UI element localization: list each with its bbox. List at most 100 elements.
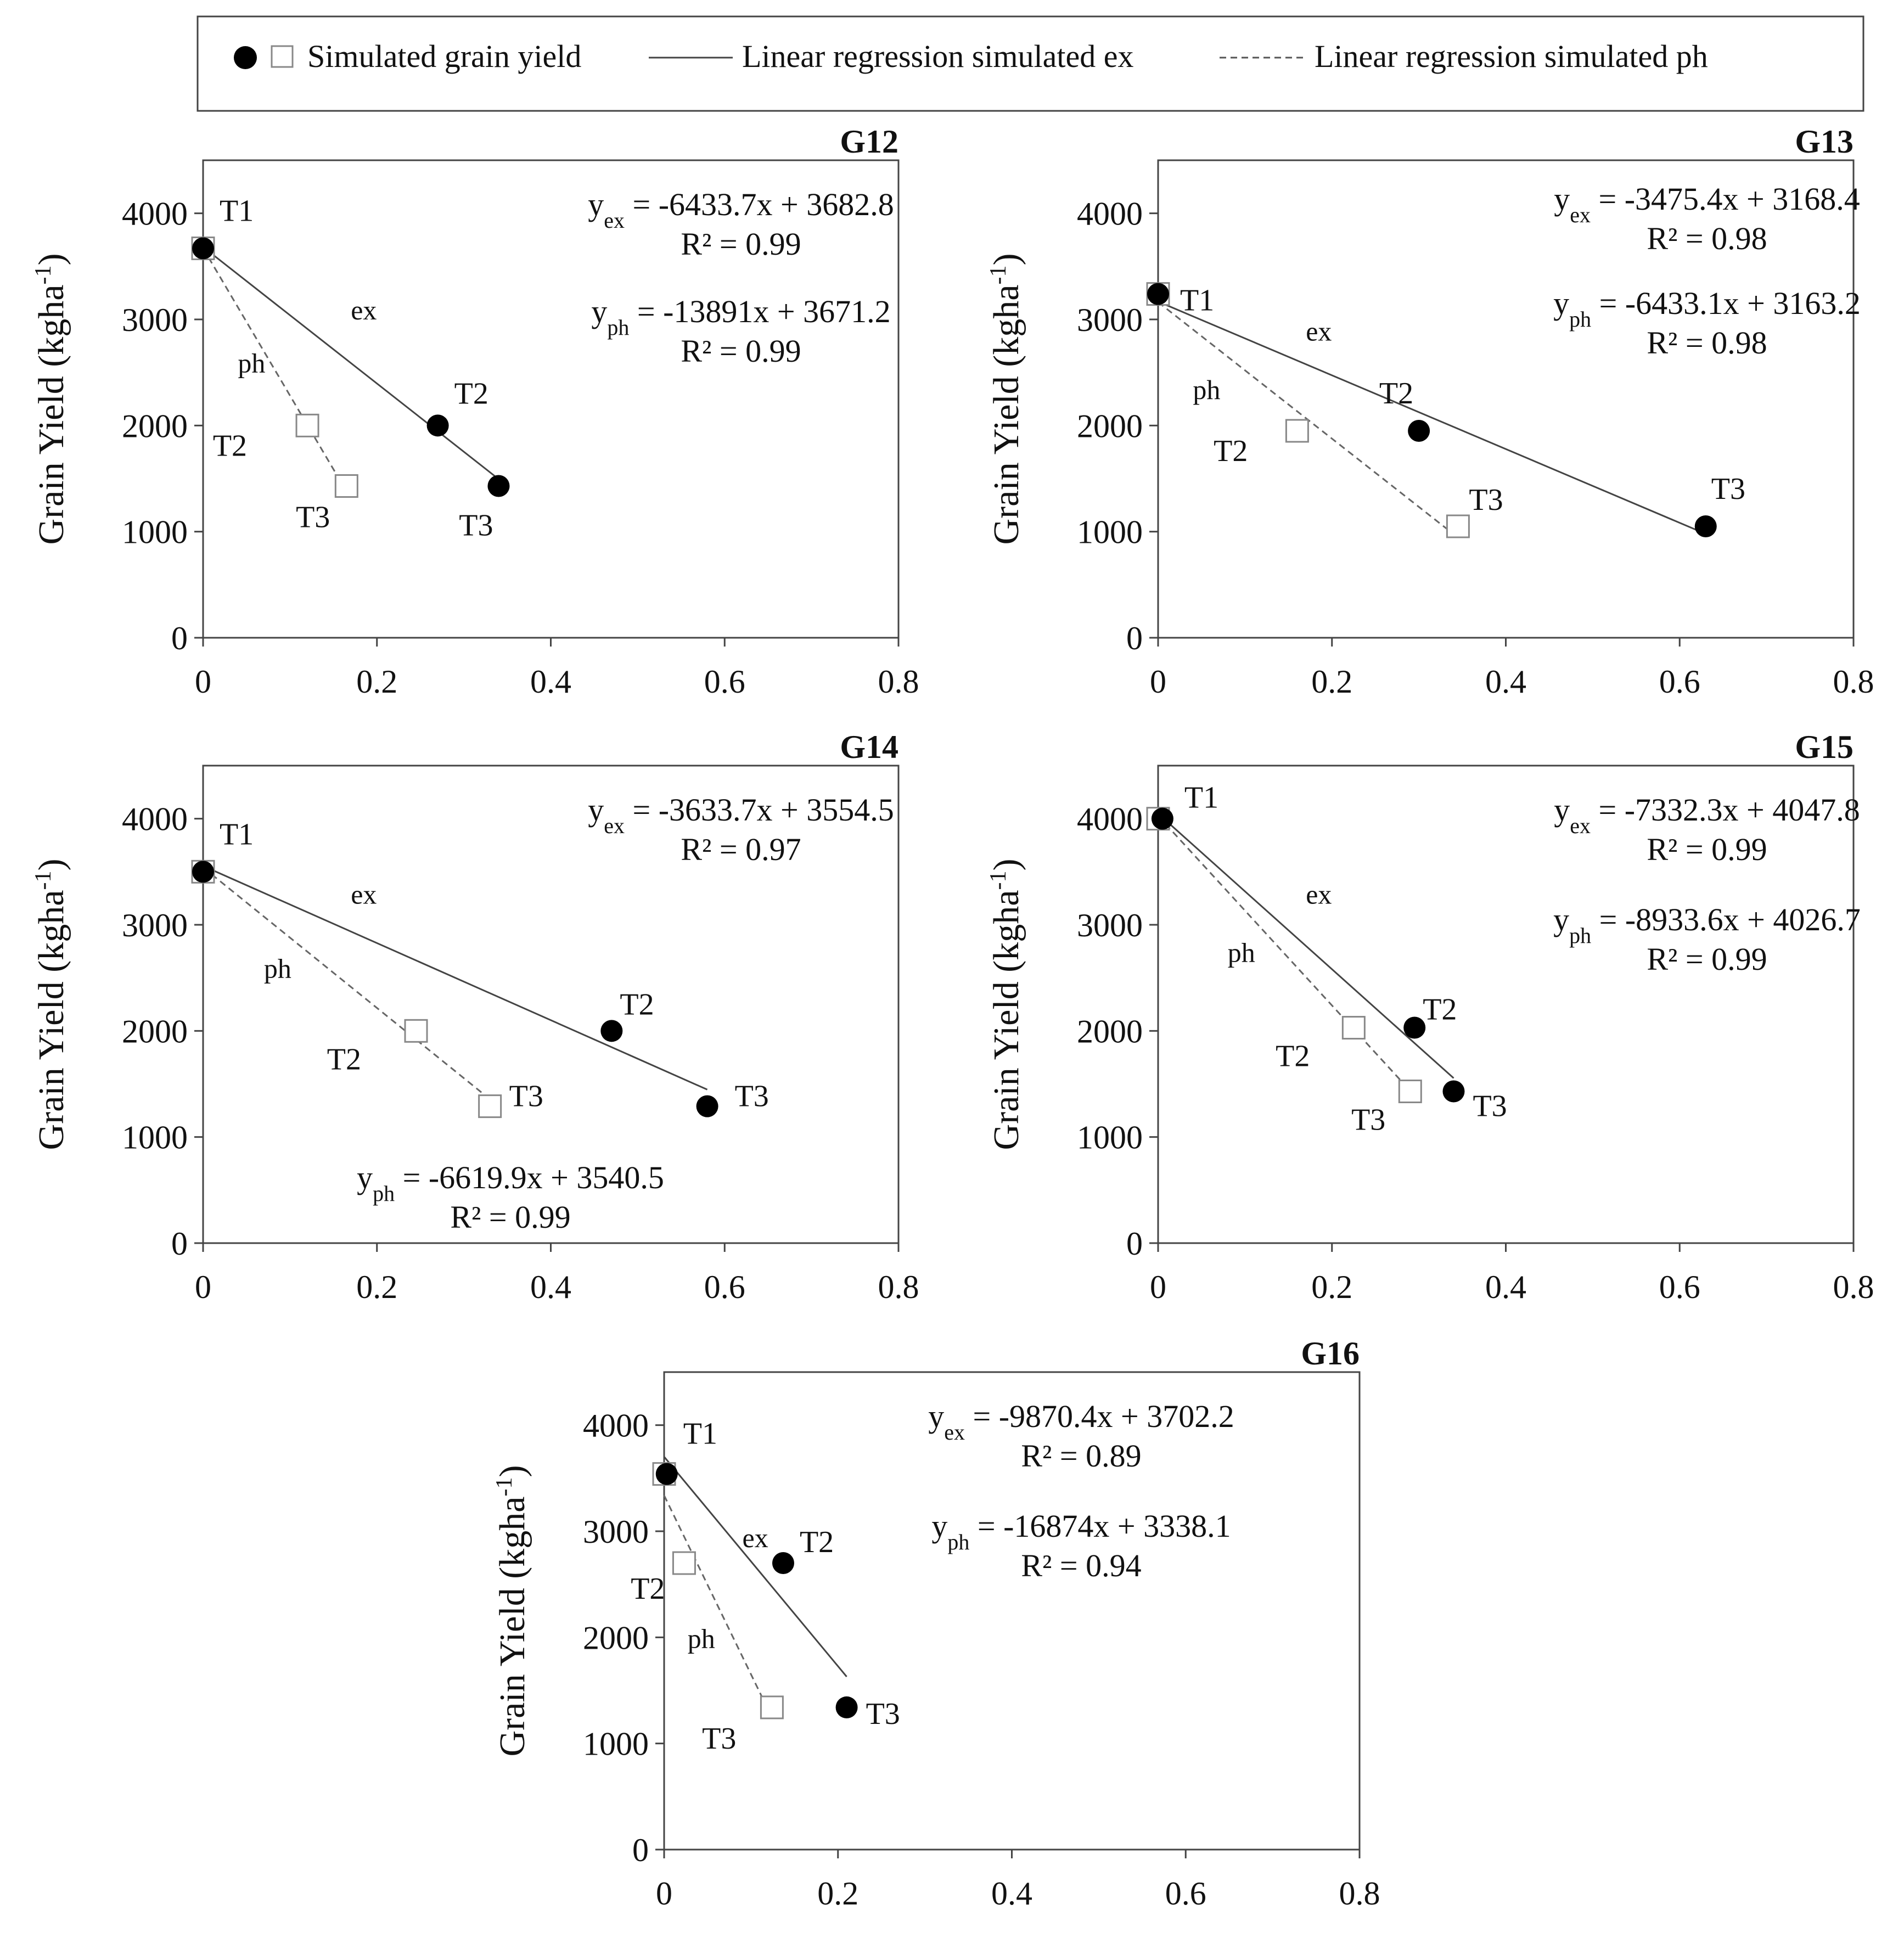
x-tick-label: 0.8 xyxy=(1833,1269,1874,1305)
line-label-ph: ph xyxy=(1193,374,1220,405)
y-axis-label: Grain Yield (kgha-1) xyxy=(986,858,1026,1150)
y-tick-label: 1000 xyxy=(1077,514,1143,550)
legend-box xyxy=(196,15,1864,112)
x-tick-label: 0.8 xyxy=(1339,1875,1380,1912)
y-tick-label: 2000 xyxy=(1077,1013,1143,1049)
point-label: T3 xyxy=(866,1697,900,1731)
y-tick-label: 2000 xyxy=(122,408,188,444)
x-tick-label: 0.4 xyxy=(991,1875,1032,1912)
legend-ph-line-label: Linear regression simulated ph xyxy=(1315,38,1708,74)
point-label: T2 xyxy=(800,1525,834,1559)
point-label: T1 xyxy=(220,817,254,851)
y-tick-label: 0 xyxy=(171,1226,188,1262)
equation-ex: yex = -6433.7x + 3682.8 xyxy=(588,187,894,233)
line-label-ph: ph xyxy=(238,348,265,379)
regression-line-ph xyxy=(663,1494,773,1718)
line-label-ex: ex xyxy=(1306,316,1332,347)
x-tick-label: 0.6 xyxy=(704,664,745,700)
equation-ex: yex = -9870.4x + 3702.2 xyxy=(928,1398,1234,1445)
point-label: T3 xyxy=(1711,472,1745,506)
data-point-ph xyxy=(478,1094,502,1119)
x-tick-label: 0.4 xyxy=(1485,1269,1526,1305)
regression-line-ph xyxy=(203,867,491,1100)
y-tick-label: 2000 xyxy=(1077,408,1143,444)
data-point-ex xyxy=(835,1696,858,1718)
point-label: T1 xyxy=(1184,781,1218,815)
data-point-ex xyxy=(426,414,449,437)
y-tick-label: 3000 xyxy=(583,1514,649,1550)
y-tick-label: 3000 xyxy=(1077,907,1143,943)
point-label: T2 xyxy=(1276,1039,1310,1074)
point-label: T3 xyxy=(735,1080,769,1114)
x-tick-label: 0.8 xyxy=(878,1269,919,1305)
chart-title: G12 xyxy=(840,123,898,160)
point-label: T3 xyxy=(1469,483,1503,517)
line-label-ph: ph xyxy=(264,953,291,984)
x-tick-label: 0.2 xyxy=(356,664,397,700)
y-tick-label: 1000 xyxy=(1077,1120,1143,1156)
y-axis-label: Grain Yield (kgha-1) xyxy=(31,858,71,1150)
y-axis-label: Grain Yield (kgha-1) xyxy=(986,253,1026,544)
y-tick-label: 4000 xyxy=(122,801,188,838)
y-tick-label: 1000 xyxy=(122,1120,188,1156)
line-label-ph: ph xyxy=(1228,937,1255,968)
regression-line-ex xyxy=(663,1456,847,1677)
data-point-ex xyxy=(1408,420,1430,442)
chart-G12: G12 0 1000 2000 3000 4000 0 0.2 0.4 0.6 0.8 Grain Y… xyxy=(31,123,919,700)
data-point-ph xyxy=(404,1019,428,1043)
data-point-ph xyxy=(1446,514,1470,538)
chart-G14: G14 0 1000 2000 3000 4000 0 0.2 0.4 0.6 0.8 Grain Y… xyxy=(31,729,919,1305)
point-label: T3 xyxy=(702,1722,736,1756)
y-tick-label: 0 xyxy=(1126,620,1143,656)
x-tick-label: 0 xyxy=(1150,664,1166,700)
equation-ph: yph = -6619.9x + 3540.5 xyxy=(357,1160,664,1206)
equation-ex: yex = -3475.4x + 3168.4 xyxy=(1554,181,1860,227)
data-point-ph xyxy=(672,1551,696,1575)
regression-line-ph xyxy=(202,248,347,492)
point-label: T2 xyxy=(1379,377,1413,411)
y-tick-label: 3000 xyxy=(122,302,188,338)
data-point-ex xyxy=(1147,283,1169,305)
data-point-ph xyxy=(1398,1080,1422,1104)
chart-title: G15 xyxy=(1795,729,1854,765)
line-label-ex: ex xyxy=(743,1522,768,1553)
chart-title: G14 xyxy=(840,729,898,765)
x-tick-label: 0.4 xyxy=(530,1269,571,1305)
x-tick-label: 0.2 xyxy=(1311,1269,1352,1305)
line-label-ex: ex xyxy=(351,879,377,909)
data-point-ex xyxy=(487,475,510,497)
legend: Simulated grain yield Linear regression … xyxy=(196,15,1864,112)
data-point-ph xyxy=(334,474,358,498)
chart-G15: G15 0 1000 2000 3000 4000 0 0.2 0.4 0.6 0.8 Grain Y… xyxy=(986,729,1874,1305)
x-tick-label: 0.4 xyxy=(530,664,571,700)
r-squared-ph: R² = 0.99 xyxy=(1647,941,1767,977)
regression-line-ex xyxy=(1158,301,1706,535)
point-label: T2 xyxy=(1214,434,1248,468)
x-tick-label: 0.4 xyxy=(1485,664,1526,700)
line-label-ph: ph xyxy=(688,1623,715,1654)
data-point-ex xyxy=(600,1020,623,1042)
equation-ph: yph = -13891x + 3671.2 xyxy=(591,294,890,340)
x-tick-label: 0.6 xyxy=(704,1269,745,1305)
chart-title: G13 xyxy=(1795,123,1854,160)
y-axis-label: Grain Yield (kgha-1) xyxy=(31,253,71,544)
equation-ph: yph = -8933.6x + 4026.7 xyxy=(1553,902,1861,948)
point-label: T2 xyxy=(620,987,654,1021)
point-label: T3 xyxy=(296,501,330,535)
point-label: T3 xyxy=(459,509,493,543)
chart-title: G16 xyxy=(1301,1335,1360,1372)
y-tick-label: 0 xyxy=(1126,1226,1143,1262)
equation-ex: yex = -3633.7x + 3554.5 xyxy=(588,792,894,838)
legend-ex-line-label: Linear regression simulated ex xyxy=(742,38,1133,74)
r-squared-ex: R² = 0.97 xyxy=(681,831,801,867)
x-tick-label: 0.6 xyxy=(1659,1269,1700,1305)
y-tick-label: 4000 xyxy=(1077,196,1143,232)
y-axis-label: Grain Yield (kgha-1) xyxy=(492,1465,532,1756)
x-tick-label: 0 xyxy=(1150,1269,1166,1305)
data-point-ex xyxy=(192,237,214,260)
y-tick-label: 3000 xyxy=(122,907,188,943)
r-squared-ex: R² = 0.89 xyxy=(1021,1438,1141,1474)
point-label: T3 xyxy=(1473,1089,1507,1123)
data-point-ph xyxy=(1341,1016,1366,1040)
